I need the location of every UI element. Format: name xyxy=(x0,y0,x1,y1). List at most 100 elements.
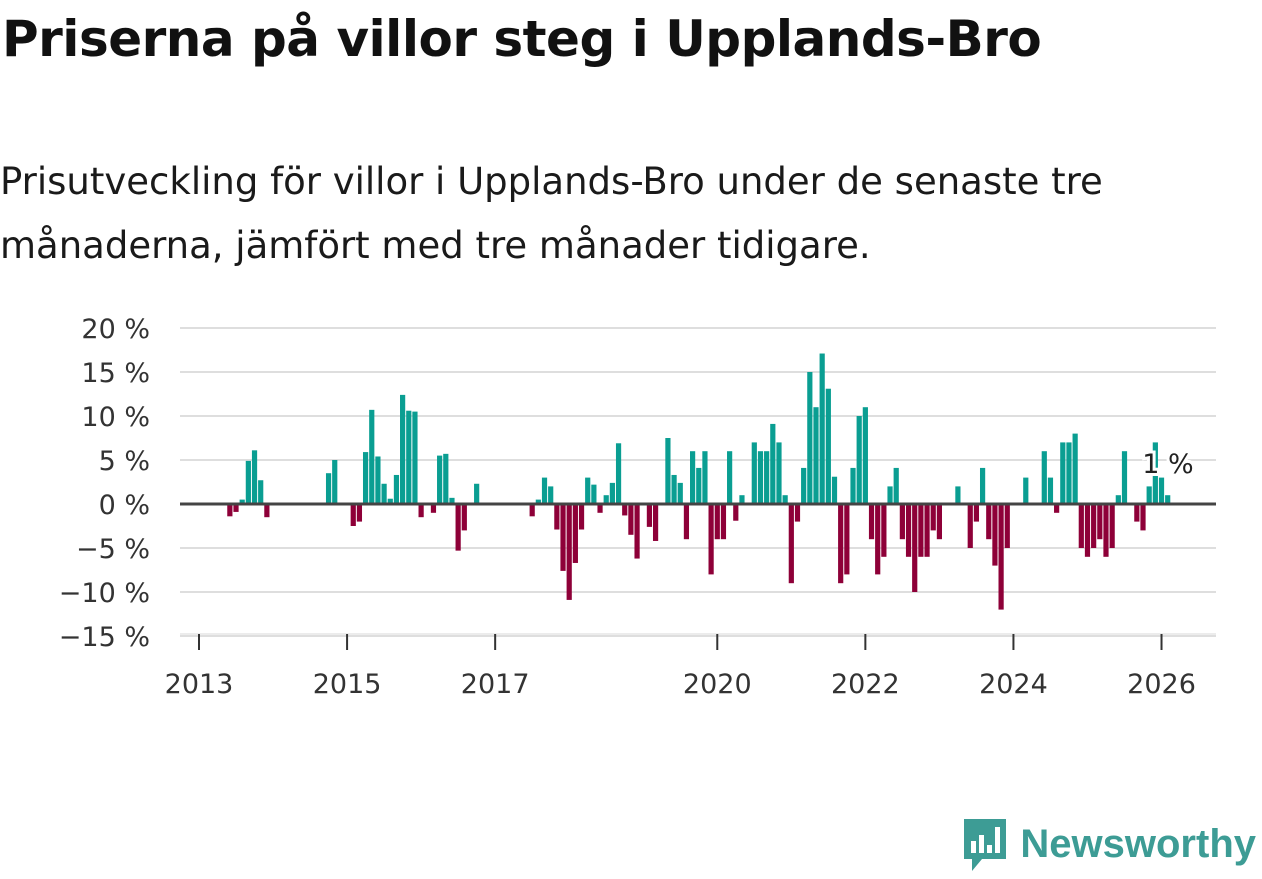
bar xyxy=(1097,504,1103,540)
bar xyxy=(1023,477,1029,504)
bar xyxy=(634,504,640,559)
bar xyxy=(918,504,924,557)
bar xyxy=(455,504,461,551)
bar xyxy=(474,483,480,504)
bar xyxy=(819,353,825,504)
bar xyxy=(930,504,936,531)
bar xyxy=(548,486,554,504)
y-tick-label: −10 % xyxy=(59,578,150,609)
bar xyxy=(1041,451,1047,504)
y-tick-label: 10 % xyxy=(81,402,150,433)
bar xyxy=(1060,442,1066,504)
bar xyxy=(770,423,776,504)
bar xyxy=(868,504,875,540)
bar xyxy=(233,504,239,512)
bar xyxy=(788,504,794,584)
bar xyxy=(992,504,998,566)
bar xyxy=(560,504,566,571)
bar xyxy=(973,504,980,522)
bar xyxy=(696,467,702,504)
bar xyxy=(683,504,690,540)
bar xyxy=(776,442,782,504)
bar xyxy=(899,504,905,540)
bar xyxy=(652,504,659,541)
bar xyxy=(856,416,862,504)
chart-title: Priserna på villor steg i Upplands-Bro xyxy=(2,10,1042,68)
bar xyxy=(535,499,541,504)
bar xyxy=(807,372,813,504)
bar xyxy=(955,486,961,504)
bar xyxy=(381,483,387,504)
bar xyxy=(782,495,788,504)
bar xyxy=(529,504,535,517)
chart-subtitle: Prisutveckling för villor i Upplands-Bro… xyxy=(0,160,1103,267)
bar xyxy=(665,438,671,504)
bar xyxy=(406,410,412,504)
bar xyxy=(554,504,560,530)
bar xyxy=(449,497,455,504)
bar xyxy=(714,504,720,540)
bar xyxy=(831,476,838,504)
bar xyxy=(1165,495,1171,504)
bar xyxy=(1140,504,1146,531)
bar xyxy=(443,453,449,504)
x-tick-label: 2017 xyxy=(461,669,530,700)
bar xyxy=(690,451,696,504)
bar xyxy=(646,504,653,527)
x-tick-label: 2026 xyxy=(1127,669,1196,700)
x-axis-ticks: 2013 2015 2017 2020 2022 2024 2026 xyxy=(165,634,1196,700)
bar xyxy=(801,467,807,504)
bar xyxy=(1004,504,1010,548)
bar xyxy=(1084,504,1091,557)
x-tick-label: 2022 xyxy=(831,669,900,700)
bar xyxy=(912,504,918,592)
bar xyxy=(369,409,375,504)
bar xyxy=(757,451,764,504)
y-tick-label: 0 % xyxy=(99,490,150,521)
bar xyxy=(412,411,418,504)
bar xyxy=(332,460,338,504)
bar xyxy=(998,504,1004,610)
bar xyxy=(1103,504,1109,557)
bar xyxy=(733,504,739,521)
bar xyxy=(677,482,683,504)
bar xyxy=(893,467,899,504)
bar xyxy=(572,504,578,563)
bar xyxy=(720,504,727,540)
bar xyxy=(628,504,634,535)
bar xyxy=(603,495,609,504)
bar xyxy=(764,451,770,504)
bar xyxy=(622,504,628,516)
y-tick-label: 15 % xyxy=(81,358,150,389)
bar xyxy=(251,450,258,504)
bar xyxy=(350,504,356,526)
bar xyxy=(862,407,868,504)
bar xyxy=(1078,504,1084,548)
bar xyxy=(1134,504,1140,522)
bar xyxy=(875,504,881,575)
bar xyxy=(264,504,270,518)
y-tick-label: −15 % xyxy=(59,622,150,653)
bar xyxy=(1109,504,1115,548)
bar xyxy=(1158,477,1165,504)
bar xyxy=(838,504,844,584)
bar xyxy=(936,504,942,540)
bar xyxy=(245,460,251,504)
bar xyxy=(1146,486,1152,504)
bar xyxy=(967,504,973,548)
bar xyxy=(1091,504,1097,548)
x-tick-label: 2020 xyxy=(683,669,752,700)
x-tick-label: 2024 xyxy=(979,669,1048,700)
bar xyxy=(387,498,393,504)
bar xyxy=(400,394,406,504)
bar xyxy=(708,504,714,575)
bar xyxy=(356,504,363,522)
bar xyxy=(702,451,708,504)
y-tick-label: −5 % xyxy=(76,534,150,565)
newsworthy-logo: Newsworthy xyxy=(960,815,1256,873)
gridlines xyxy=(180,327,1216,637)
x-tick-label: 2015 xyxy=(313,669,382,700)
y-axis-ticks: 20 % 15 % 10 % 5 % 0 % −5 % −10 % −15 % xyxy=(59,314,150,653)
bar xyxy=(578,504,585,530)
bar xyxy=(566,504,572,600)
